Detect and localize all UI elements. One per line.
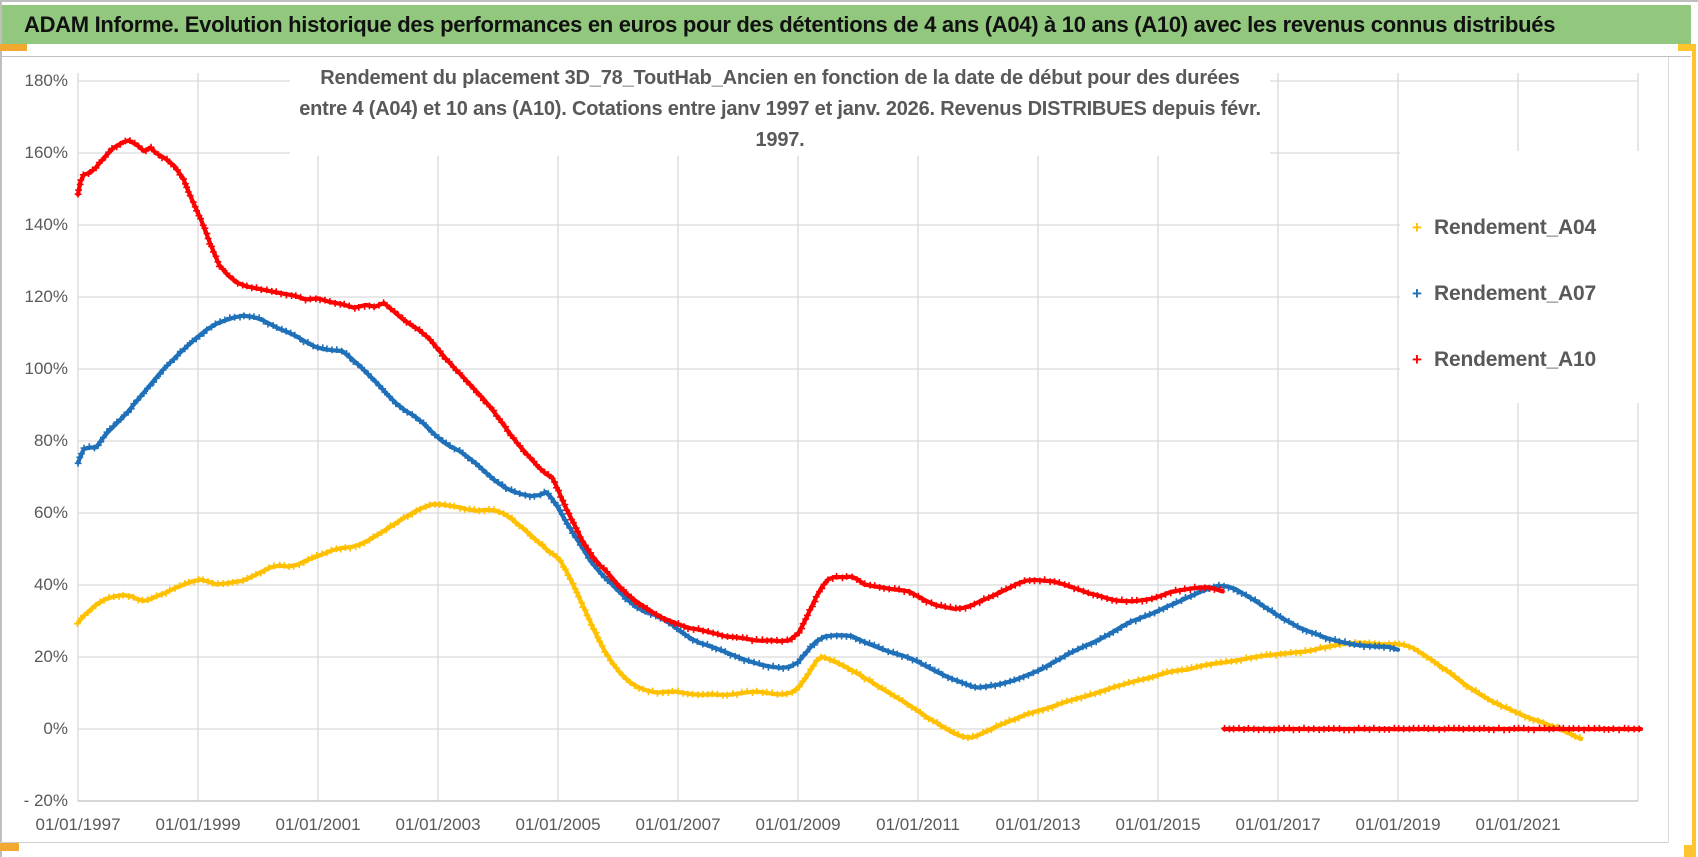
legend[interactable]: + Rendement_A04 + Rendement_A07 + Rendem… bbox=[1400, 151, 1668, 403]
x-axis-tick-label: 01/01/2003 bbox=[395, 815, 481, 834]
y-axis-tick-label: 20% bbox=[33, 647, 68, 666]
x-axis-tick-label: 01/01/2013 bbox=[995, 815, 1081, 834]
page-accent-bottom-left bbox=[0, 843, 19, 851]
banner: ADAM Informe. Evolution historique des p… bbox=[2, 5, 1691, 44]
series-line-Rendement_A07 bbox=[75, 313, 1401, 690]
legend-item-a07[interactable]: + Rendement_A07 bbox=[1400, 277, 1668, 311]
chart-area[interactable]: Rendement du placement 3D_78_ToutHab_Anc… bbox=[2, 57, 1668, 842]
x-axis-tick-label: 01/01/2011 bbox=[876, 815, 960, 834]
y-axis-tick-label: 120% bbox=[24, 287, 68, 306]
x-axis-tick-label: 01/01/2017 bbox=[1235, 815, 1321, 834]
x-axis-tick-label: 01/01/1999 bbox=[155, 815, 241, 834]
x-axis-tick-label: 01/01/1997 bbox=[35, 815, 121, 834]
chart-title: Rendement du placement 3D_78_ToutHab_Anc… bbox=[290, 63, 1270, 156]
y-axis-tick-label: 140% bbox=[24, 215, 68, 234]
series-markers-Rendement_A04 bbox=[74, 501, 1584, 742]
series-markers-Rendement_A07 bbox=[74, 312, 1398, 691]
y-axis-tick-label: - 20% bbox=[23, 791, 68, 810]
page-border-top bbox=[0, 0, 1698, 2]
page-accent-bottom-right bbox=[1684, 845, 1696, 857]
page-accent-right-border bbox=[1692, 44, 1696, 857]
legend-item-a04[interactable]: + Rendement_A04 bbox=[1400, 211, 1668, 245]
chart-frame-bottom bbox=[0, 842, 1668, 843]
page-accent-top-left bbox=[0, 44, 27, 51]
legend-label: Rendement_A07 bbox=[1434, 282, 1596, 305]
y-axis-tick-label: 60% bbox=[33, 503, 68, 522]
x-axis-tick-label: 01/01/2009 bbox=[755, 815, 841, 834]
y-axis-tick-label: 100% bbox=[24, 359, 68, 378]
series-markers-Rendement_A10 bbox=[1221, 724, 1643, 734]
x-axis-tick-label: 01/01/2015 bbox=[1115, 815, 1201, 834]
plus-marker-icon: + bbox=[1412, 284, 1422, 303]
chart-title-line1: Rendement du placement 3D_78_ToutHab_Anc… bbox=[320, 67, 1240, 89]
y-axis-tick-label: 40% bbox=[33, 575, 68, 594]
legend-label: Rendement_A10 bbox=[1434, 348, 1596, 371]
legend-item-a10[interactable]: + Rendement_A10 bbox=[1400, 343, 1668, 377]
page-accent-top-right bbox=[1678, 44, 1696, 51]
banner-bottom-rule bbox=[0, 56, 1691, 57]
plus-marker-icon: + bbox=[1412, 218, 1422, 237]
y-axis-tick-label: 160% bbox=[24, 143, 68, 162]
chart-frame-right bbox=[1668, 57, 1669, 843]
y-axis-tick-label: 0% bbox=[43, 719, 68, 738]
y-axis-tick-label: 180% bbox=[24, 71, 68, 90]
x-axis-tick-label: 01/01/2019 bbox=[1355, 815, 1441, 834]
chart-title-line2: entre 4 (A04) et 10 ans (A10). Cotations… bbox=[299, 98, 1261, 151]
legend-label: Rendement_A04 bbox=[1434, 216, 1596, 239]
x-axis-tick-label: 01/01/2001 bbox=[275, 815, 361, 834]
banner-title: ADAM Informe. Evolution historique des p… bbox=[24, 11, 1556, 37]
page-border-left bbox=[0, 0, 2, 857]
plus-marker-icon: + bbox=[1412, 350, 1422, 369]
series-markers-Rendement_A10 bbox=[74, 137, 1224, 645]
series-line-Rendement_A10 bbox=[75, 138, 1225, 644]
x-axis-tick-label: 01/01/2005 bbox=[515, 815, 601, 834]
x-axis-tick-label: 01/01/2021 bbox=[1475, 815, 1561, 834]
x-axis-tick-label: 01/01/2007 bbox=[635, 815, 721, 834]
y-axis-tick-label: 80% bbox=[33, 431, 68, 450]
series-line-Rendement_A04 bbox=[75, 502, 1584, 742]
